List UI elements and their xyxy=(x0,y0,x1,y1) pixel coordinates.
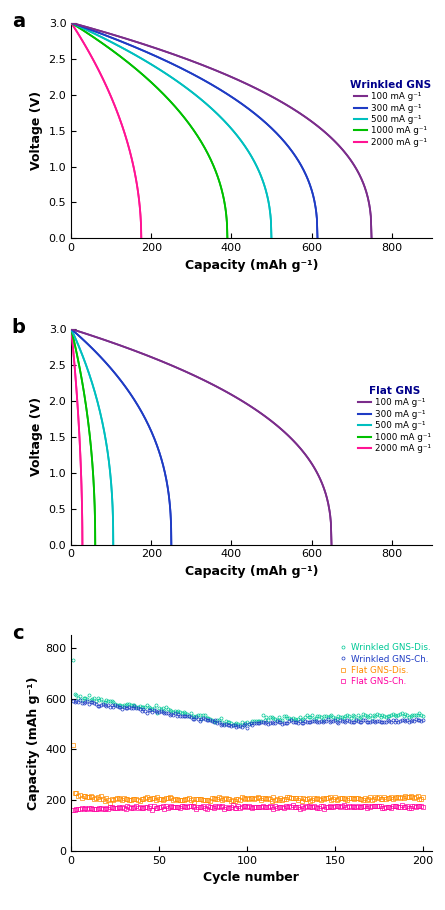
Flat GNS-Dis. xyxy=(392,793,397,804)
Flat GNS-Ch. xyxy=(405,801,410,812)
Wrinkled GNS-Ch. xyxy=(86,698,92,709)
Line: Flat GNS-Dis.: Flat GNS-Dis. xyxy=(72,743,425,804)
Wrinkled GNS-Dis. xyxy=(70,654,76,665)
Line: Flat GNS-Ch.: Flat GNS-Ch. xyxy=(72,804,425,812)
Flat GNS-Dis. xyxy=(85,791,90,802)
Wrinkled GNS-Ch. xyxy=(77,695,83,706)
Wrinkled GNS-Ch. xyxy=(137,704,142,715)
Line: Wrinkled GNS-Ch.: Wrinkled GNS-Ch. xyxy=(72,699,425,730)
Wrinkled GNS-Dis. xyxy=(91,693,97,703)
Y-axis label: Voltage (V): Voltage (V) xyxy=(30,398,43,476)
Wrinkled GNS-Dis. xyxy=(163,702,169,713)
Flat GNS-Ch. xyxy=(392,801,397,812)
Legend: 100 mA g⁻¹, 300 mA g⁻¹, 500 mA g⁻¹, 1000 mA g⁻¹, 2000 mA g⁻¹: 100 mA g⁻¹, 300 mA g⁻¹, 500 mA g⁻¹, 1000… xyxy=(355,382,434,457)
Wrinkled GNS-Ch. xyxy=(93,699,98,710)
X-axis label: Cycle number: Cycle number xyxy=(203,871,299,885)
Legend: Wrinkled GNS-Dis., Wrinkled GNS-Ch., Flat GNS-Dis., Flat GNS-Ch.: Wrinkled GNS-Dis., Wrinkled GNS-Ch., Fla… xyxy=(336,640,434,690)
Flat GNS-Dis. xyxy=(165,793,170,804)
Flat GNS-Dis. xyxy=(70,740,76,751)
Legend: 100 mA g⁻¹, 300 mA g⁻¹, 500 mA g⁻¹, 1000 mA g⁻¹, 2000 mA g⁻¹: 100 mA g⁻¹, 300 mA g⁻¹, 500 mA g⁻¹, 1000… xyxy=(346,76,434,150)
Text: c: c xyxy=(12,624,23,643)
Wrinkled GNS-Ch. xyxy=(394,714,399,725)
Flat GNS-Ch. xyxy=(70,804,76,815)
Wrinkled GNS-Dis. xyxy=(237,720,243,731)
Flat GNS-Ch. xyxy=(420,802,425,813)
Wrinkled GNS-Dis. xyxy=(420,711,425,722)
Flat GNS-Ch. xyxy=(290,799,295,810)
Y-axis label: Capacity (mAh g⁻¹): Capacity (mAh g⁻¹) xyxy=(27,676,40,810)
X-axis label: Capacity (mAh g⁻¹): Capacity (mAh g⁻¹) xyxy=(185,565,318,578)
Text: b: b xyxy=(12,318,26,338)
Flat GNS-Ch. xyxy=(135,803,141,814)
Text: a: a xyxy=(12,12,25,31)
Flat GNS-Dis. xyxy=(91,794,97,804)
Flat GNS-Ch. xyxy=(91,804,97,814)
Wrinkled GNS-Ch. xyxy=(70,695,76,706)
Wrinkled GNS-Dis. xyxy=(85,694,90,705)
Flat GNS-Ch. xyxy=(163,801,169,812)
Wrinkled GNS-Ch. xyxy=(406,716,412,727)
Y-axis label: Voltage (V): Voltage (V) xyxy=(30,91,43,170)
Flat GNS-Ch. xyxy=(85,804,90,814)
Flat GNS-Dis. xyxy=(107,797,113,808)
Wrinkled GNS-Dis. xyxy=(392,709,397,720)
Wrinkled GNS-Ch. xyxy=(420,715,425,726)
Line: Wrinkled GNS-Dis.: Wrinkled GNS-Dis. xyxy=(72,659,425,726)
Flat GNS-Dis. xyxy=(405,792,410,803)
Wrinkled GNS-Ch. xyxy=(165,708,170,719)
Flat GNS-Dis. xyxy=(420,792,425,803)
Wrinkled GNS-Ch. xyxy=(244,723,250,733)
Flat GNS-Dis. xyxy=(137,795,142,806)
Wrinkled GNS-Dis. xyxy=(405,710,410,721)
X-axis label: Capacity (mAh g⁻¹): Capacity (mAh g⁻¹) xyxy=(185,258,318,272)
Wrinkled GNS-Dis. xyxy=(135,702,141,713)
